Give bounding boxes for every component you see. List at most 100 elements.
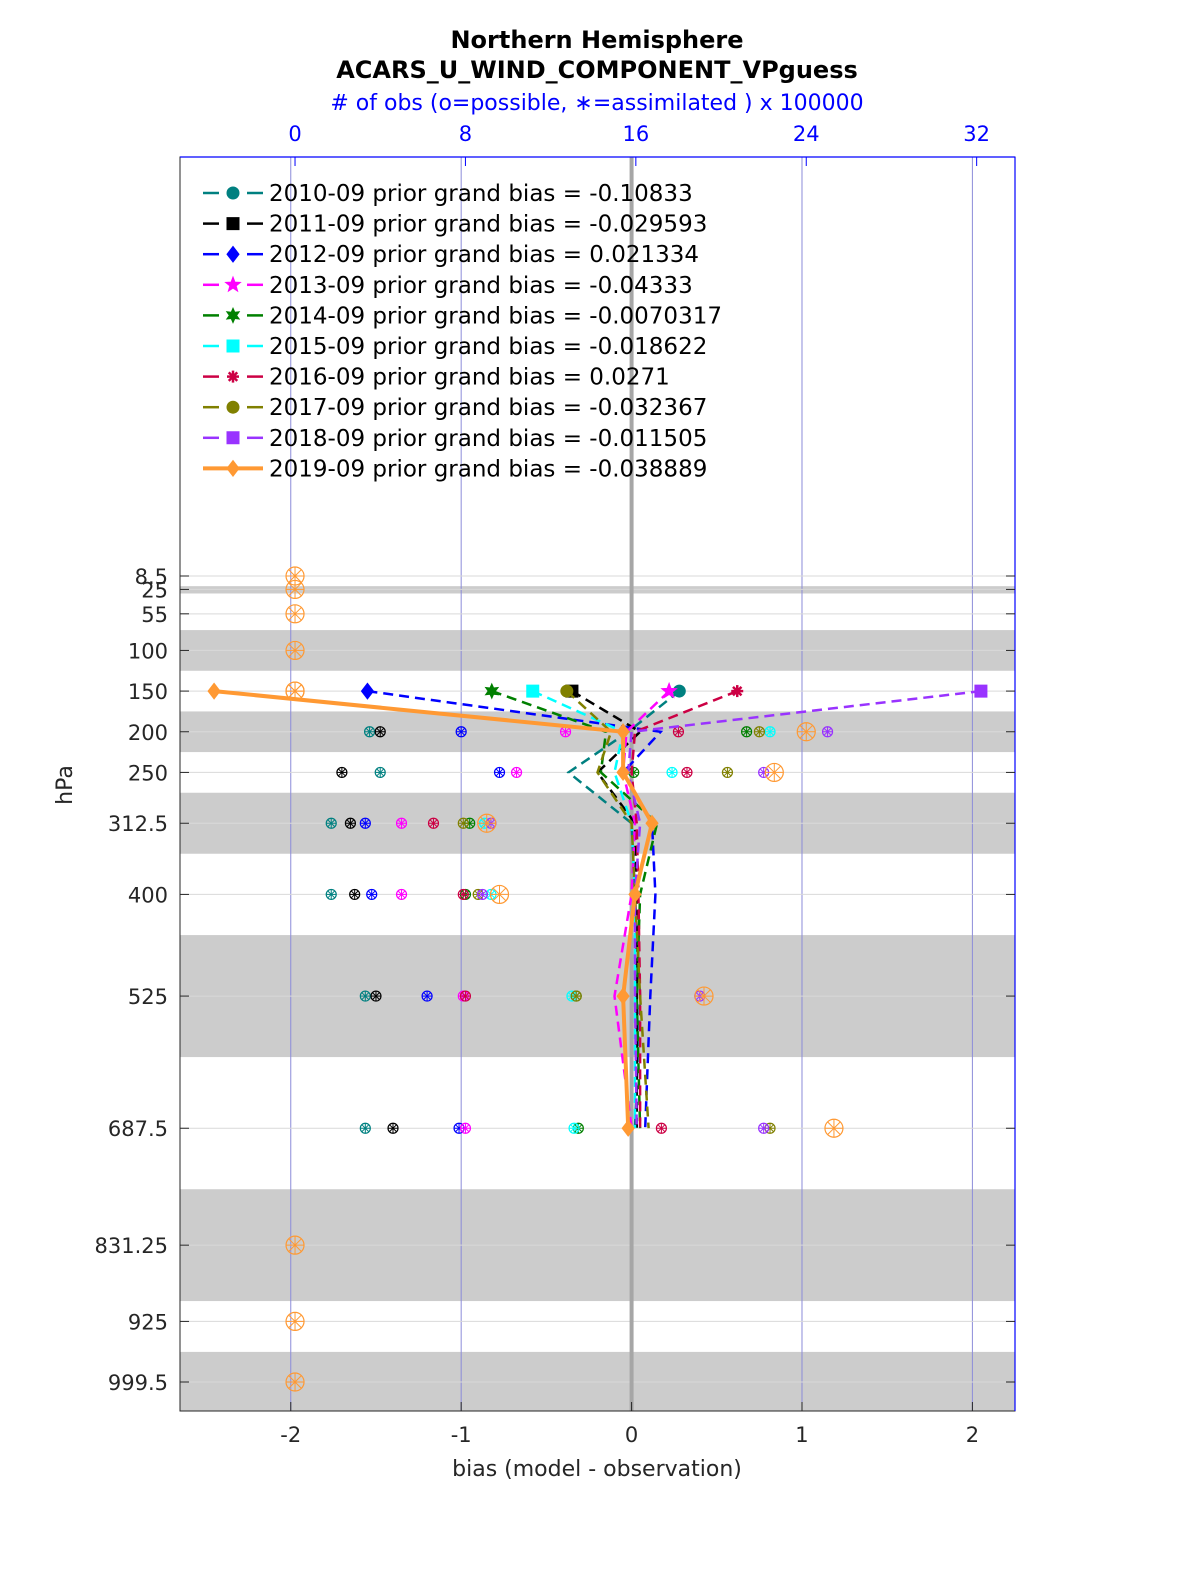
obs-marker-2019-09-400	[489, 884, 510, 905]
obs-marker-2016-09-525	[459, 990, 472, 1002]
legend-marker-2014-09	[225, 306, 241, 324]
obs-marker-2016-09-400-star	[459, 890, 468, 899]
legend-marker-2012-09	[226, 245, 240, 263]
obs-marker-2010-09-400-star	[327, 890, 336, 899]
legend-marker-2015-09	[226, 339, 240, 353]
legend-entry-2018-09: 2018-09 prior grand bias = -0.011505	[203, 426, 707, 452]
obs-marker-2013-09-250-star	[512, 768, 521, 777]
obs-marker-2019-09-250	[764, 762, 784, 783]
legend-entry-2015-09: 2015-09 prior grand bias = -0.018622	[203, 334, 707, 360]
x-tick-label-2: 0	[625, 1423, 638, 1447]
legend-label-2017-09: 2017-09 prior grand bias = -0.032367	[269, 395, 707, 421]
obs-marker-2019-09-250-star	[767, 765, 782, 780]
legend-label-2019-09: 2019-09 prior grand bias = -0.038889	[269, 456, 707, 482]
obs-marker-2010-09-687.5-star	[361, 1124, 370, 1133]
obs-marker-2019-09-312.5	[477, 813, 497, 833]
series-points-2012-09	[360, 682, 375, 700]
obs-marker-2016-09-687.5	[655, 1122, 668, 1134]
obs-marker-2018-09-687.5-star	[759, 1124, 768, 1133]
obs-marker-2019-09-312.5-star	[480, 816, 494, 830]
obs-marker-2015-09-687.5	[568, 1122, 580, 1134]
legend-marker-2016-09-stroke	[227, 371, 239, 382]
data-point-2018-09-150	[974, 684, 988, 698]
y-tick-label-7: 312.5	[108, 812, 168, 836]
obs-marker-2011-09-400-star	[350, 890, 359, 899]
data-point-2019-09-250	[616, 763, 630, 782]
legend-entry-2010-09: 2010-09 prior grand bias = -0.10833	[203, 181, 693, 207]
obs-marker-2010-09-525	[359, 990, 371, 1002]
obs-marker-2010-09-312.5-star	[327, 819, 336, 828]
obs-marker-zero-925-star	[288, 1314, 302, 1329]
series-line-2017-09	[565, 690, 650, 1129]
obs-marker-2017-09-200-star	[755, 727, 764, 736]
obs-marker-2010-09-250	[374, 766, 386, 779]
obs-marker-2019-09-525-star	[697, 989, 711, 1003]
obs-marker-2012-09-525-star	[423, 992, 431, 1000]
y-tick-label-2: 55	[141, 603, 168, 627]
data-point-2016-09-150-stroke	[732, 685, 743, 697]
legend-label-2013-09: 2013-09 prior grand bias = -0.04333	[269, 273, 693, 299]
x-tick-label-4: 2	[966, 1423, 979, 1447]
legend-entry-2012-09: 2012-09 prior grand bias = 0.021334	[203, 242, 699, 268]
obs-marker-2014-09-200-star	[742, 727, 751, 736]
series-points-2013-09	[660, 681, 678, 699]
x-axis-label: bias (model - observation)	[452, 1457, 742, 1482]
obs-marker-2012-09-200	[455, 726, 467, 738]
obs-marker-2010-09-200-star	[365, 727, 374, 736]
data-point-2019-09-400	[628, 885, 642, 904]
obs-marker-2014-09-250	[628, 766, 640, 779]
y-tick-label-4: 150	[128, 680, 168, 704]
data-point-2013-09-150	[660, 681, 678, 699]
obs-marker-2019-09-200-star	[799, 725, 813, 739]
top-tick-label-0: 0	[288, 122, 301, 146]
series-points-2017-09	[560, 684, 574, 698]
obs-marker-2016-09-250	[681, 766, 693, 779]
obs-marker-2019-09-687.5-star	[827, 1121, 841, 1135]
legend-marker-2010-09	[226, 186, 240, 200]
obs-marker-2010-09-200	[363, 726, 376, 738]
data-point-2019-09-687.5	[621, 1119, 635, 1137]
obs-marker-2018-09-200	[821, 726, 834, 738]
obs-marker-zero-925	[285, 1311, 305, 1332]
obs-marker-zero-25-star	[288, 582, 302, 597]
obs-marker-2017-09-312.5-star	[459, 819, 468, 828]
legend-entry-2019-09: 2019-09 prior grand bias = -0.038889	[203, 456, 707, 482]
shaded-band-6	[180, 1351, 1015, 1411]
obs-marker-2016-09-200	[672, 726, 685, 738]
y-tick-label-9: 525	[128, 985, 168, 1009]
obs-marker-2018-09-687.5	[758, 1122, 770, 1134]
obs-marker-2015-09-250-star	[668, 768, 676, 777]
obs-marker-2016-09-312.5	[427, 817, 440, 829]
top-tick-label-2: 16	[622, 122, 649, 146]
obs-marker-2013-09-400	[395, 888, 408, 901]
obs-marker-zero-100	[285, 640, 305, 661]
obs-marker-2019-09-525	[694, 986, 714, 1006]
obs-marker-2012-09-400-star	[367, 890, 376, 899]
legend-marker-2016-09	[227, 370, 239, 383]
data-point-2015-09-150	[526, 684, 540, 698]
obs-marker-zero-8.5-star	[288, 569, 302, 583]
obs-marker-2018-09-400	[476, 888, 489, 901]
obs-marker-2012-09-525	[421, 990, 433, 1002]
obs-marker-2017-09-250-star	[723, 768, 732, 777]
obs-marker-2011-09-525-star	[372, 992, 380, 1000]
series-line-2019-09	[213, 689, 655, 1129]
obs-marker-2011-09-525	[370, 990, 382, 1002]
obs-marker-2011-09-200-star	[376, 727, 385, 736]
obs-marker-2011-09-312.5	[344, 817, 357, 829]
legend-label-2015-09: 2015-09 prior grand bias = -0.018622	[269, 334, 707, 360]
obs-marker-2018-09-200-star	[823, 727, 832, 736]
obs-marker-2012-09-250-star	[495, 768, 504, 777]
series-points-2018-09	[974, 684, 988, 698]
obs-marker-2016-09-687.5-star	[657, 1124, 666, 1133]
y-tick-label-5: 200	[128, 721, 168, 745]
legend-entry-2017-09: 2017-09 prior grand bias = -0.032367	[203, 395, 707, 421]
obs-marker-2016-09-400	[457, 888, 469, 901]
y-tick-label-8: 400	[128, 883, 168, 907]
legend-entry-2016-09: 2016-09 prior grand bias = 0.0271	[203, 365, 670, 391]
obs-marker-2010-09-312.5	[325, 817, 337, 829]
top-tick-label-4: 32	[963, 122, 990, 146]
obs-marker-2012-09-200-star	[457, 727, 466, 736]
